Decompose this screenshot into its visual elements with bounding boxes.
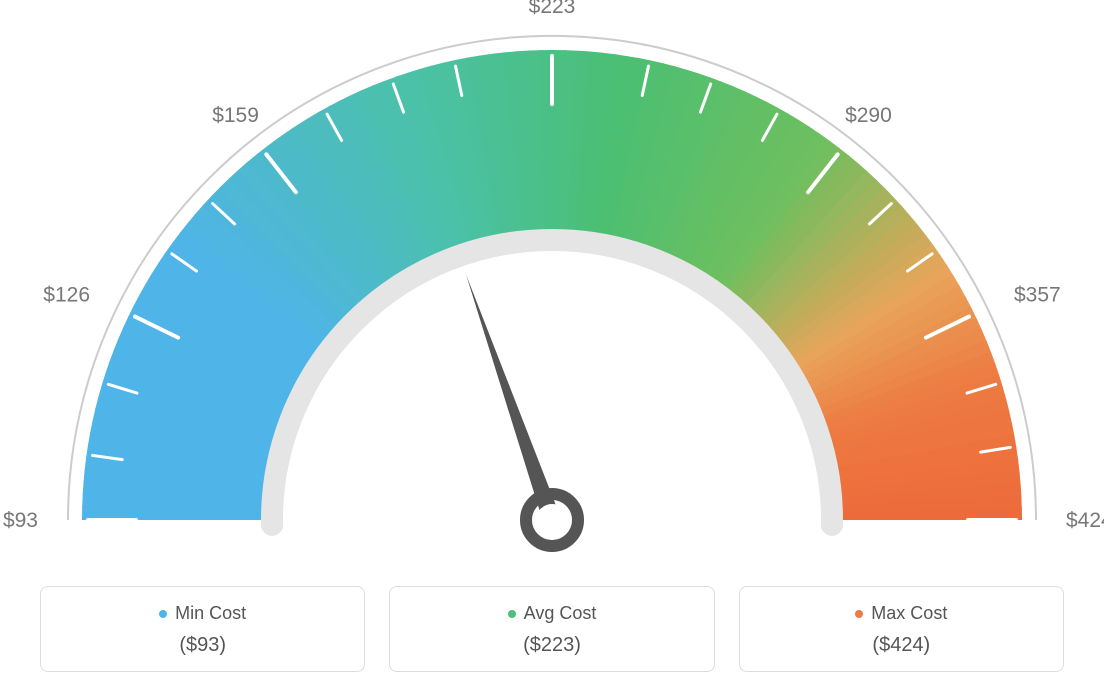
legend-label-avg: Avg Cost (508, 603, 597, 624)
legend-text-max: Max Cost (871, 603, 947, 624)
legend-dot-avg (508, 610, 516, 618)
legend-value-max: ($424) (750, 634, 1053, 657)
legend-value-min: ($93) (51, 634, 354, 657)
svg-text:$223: $223 (529, 0, 576, 18)
cost-gauge-widget: $93 $126 $159 $223 $290 $357 $424 Min Cost ($9… (0, 0, 1104, 690)
svg-text:$159: $159 (212, 104, 259, 127)
svg-text:$126: $126 (43, 284, 90, 307)
legend-value-avg: ($223) (400, 634, 703, 657)
legend-label-max: Max Cost (855, 603, 947, 624)
legend-card-avg: Avg Cost ($223) (389, 586, 714, 672)
svg-text:$357: $357 (1014, 284, 1061, 307)
legend-text-avg: Avg Cost (524, 603, 597, 624)
svg-text:$290: $290 (845, 104, 892, 127)
legend-text-min: Min Cost (175, 603, 246, 624)
legend-card-min: Min Cost ($93) (40, 586, 365, 672)
gauge-chart: $93 $126 $159 $223 $290 $357 $424 (0, 0, 1104, 560)
legend-dot-min (159, 610, 167, 618)
svg-text:$93: $93 (3, 509, 38, 532)
legend-label-min: Min Cost (159, 603, 246, 624)
svg-text:$424: $424 (1066, 509, 1104, 532)
legend-row: Min Cost ($93) Avg Cost ($223) Max Cost … (0, 586, 1104, 672)
legend-card-max: Max Cost ($424) (739, 586, 1064, 672)
legend-dot-max (855, 610, 863, 618)
